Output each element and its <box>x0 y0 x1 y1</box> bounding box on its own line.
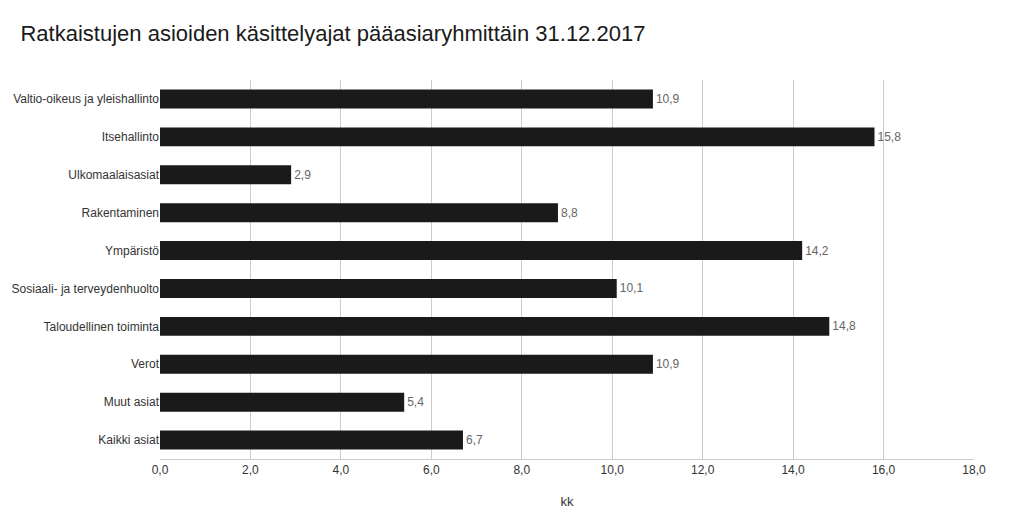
svg-text:Ulkomaalaisasiat: Ulkomaalaisasiat <box>68 168 159 182</box>
svg-text:6,7: 6,7 <box>466 433 483 447</box>
svg-text:10,0: 10,0 <box>601 463 625 477</box>
svg-text:Kaikki asiat: Kaikki asiat <box>98 433 159 447</box>
svg-text:4,0: 4,0 <box>333 463 350 477</box>
svg-text:8,8: 8,8 <box>561 206 578 220</box>
svg-text:Ratkaistujen asioiden käsittel: Ratkaistujen asioiden käsittelyajat pääa… <box>20 21 645 46</box>
svg-text:kk: kk <box>561 494 575 509</box>
svg-text:Valtio-oikeus ja yleishallinto: Valtio-oikeus ja yleishallinto <box>13 92 159 106</box>
svg-text:Itsehallinto: Itsehallinto <box>102 130 160 144</box>
svg-text:16,0: 16,0 <box>872 463 896 477</box>
svg-text:10,1: 10,1 <box>620 281 644 295</box>
svg-text:Rakentaminen: Rakentaminen <box>82 206 159 220</box>
svg-text:Taloudellinen toiminta: Taloudellinen toiminta <box>44 320 160 334</box>
svg-text:Ympäristö: Ympäristö <box>105 244 159 258</box>
svg-text:2,9: 2,9 <box>294 168 311 182</box>
svg-text:10,9: 10,9 <box>656 92 680 106</box>
svg-text:15,8: 15,8 <box>878 130 902 144</box>
svg-text:8,0: 8,0 <box>513 463 530 477</box>
svg-text:14,2: 14,2 <box>805 244 829 258</box>
svg-text:2,0: 2,0 <box>242 463 259 477</box>
svg-text:14,8: 14,8 <box>832 319 856 333</box>
svg-text:10,9: 10,9 <box>656 357 680 371</box>
svg-text:0,0: 0,0 <box>152 463 169 477</box>
svg-text:6,0: 6,0 <box>423 463 440 477</box>
svg-text:12,0: 12,0 <box>691 463 715 477</box>
svg-text:14,0: 14,0 <box>781 463 805 477</box>
svg-text:5,4: 5,4 <box>407 395 424 409</box>
svg-text:18,0: 18,0 <box>962 463 986 477</box>
svg-text:Verot: Verot <box>131 357 160 371</box>
svg-text:Muut asiat: Muut asiat <box>104 395 160 409</box>
svg-text:Sosiaali- ja terveydenhuolto: Sosiaali- ja terveydenhuolto <box>12 282 160 296</box>
